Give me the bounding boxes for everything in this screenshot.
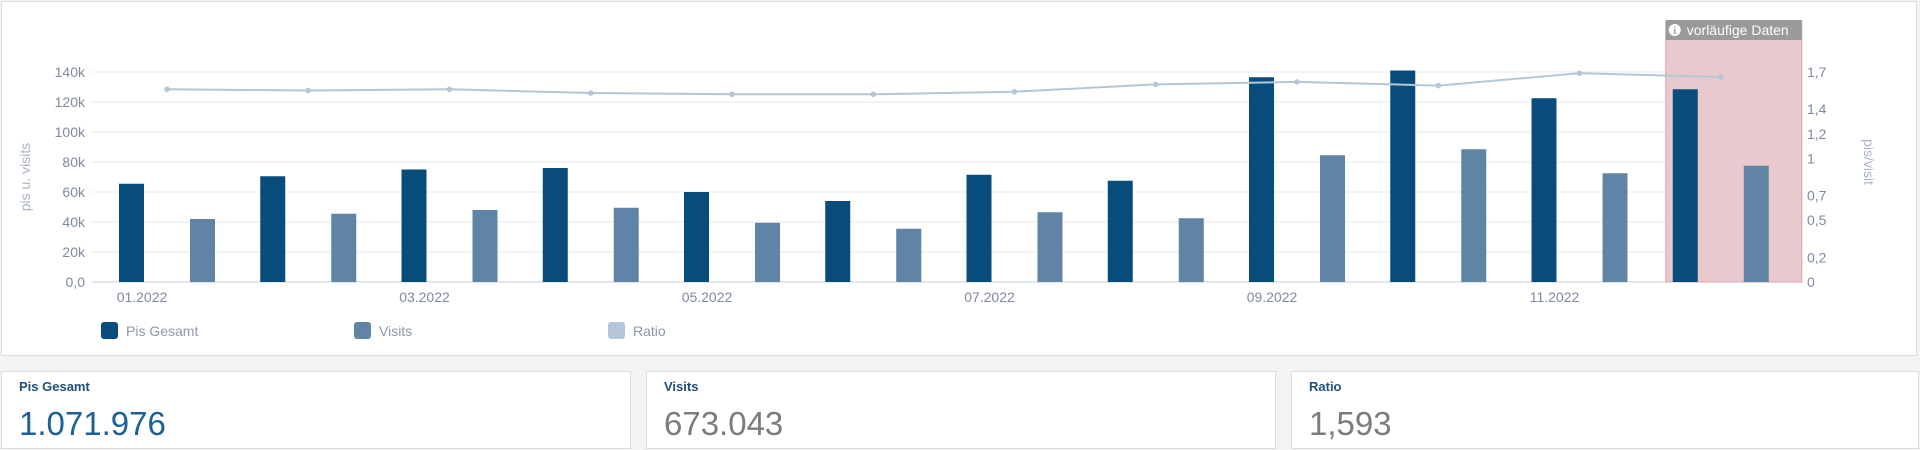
chart-panel: i vorläufige Daten 0,0 20k 40k 60k 80k 100k 120… <box>1 1 1917 356</box>
legend-swatch <box>608 322 625 339</box>
ratio-point <box>729 91 735 98</box>
y2-tick-label: 0,5 <box>1807 212 1827 228</box>
y-tick-label: 100k <box>55 124 86 140</box>
y2-tick-label: 1,7 <box>1807 64 1827 80</box>
axes: 0,0 20k 40k 60k 80k 100k 120k 140k 0 0,2 0,5 0,7 1 1,… <box>17 64 1877 305</box>
y-tick-label: 40k <box>62 214 86 230</box>
ratio-point <box>1294 79 1300 85</box>
bar-series <box>119 70 1769 282</box>
bar-pis-gesamt <box>825 201 851 282</box>
y-tick-label: 20k <box>62 244 86 260</box>
grid-lines <box>92 71 1787 283</box>
kpi-card-ratio: Ratio 1,593 <box>1291 371 1919 449</box>
ratio-point <box>1717 74 1724 80</box>
kpi-card-visits: Visits 673.043 <box>646 371 1276 449</box>
bar-visits <box>1037 212 1063 282</box>
y-tick-label: 120k <box>55 94 86 110</box>
bar-pis-gesamt <box>542 168 568 282</box>
y2-axis-title: pis/visit <box>1861 139 1877 185</box>
info-icon-glyph: i <box>1673 26 1676 37</box>
bar-visits <box>896 228 922 282</box>
ratio-point <box>870 91 877 98</box>
legend-item-visits[interactable]: Visits <box>354 322 412 339</box>
y-axis-title: pis u. visits <box>17 143 33 211</box>
kpi-card-pis-gesamt: Pis Gesamt 1.071.976 <box>1 371 631 449</box>
kpi-title: Pis Gesamt <box>19 379 90 394</box>
bar-pis-gesamt <box>260 176 286 282</box>
y-tick-label: 0,0 <box>66 274 86 290</box>
ratio-line-series <box>164 70 1724 98</box>
combo-chart: i vorläufige Daten 0,0 20k 40k 60k 80k 100k 120… <box>17 20 1877 305</box>
y-tick-label: 80k <box>62 154 86 170</box>
ratio-point <box>164 86 170 93</box>
bar-pis-gesamt <box>1249 77 1274 282</box>
x-tick-label: 03.2022 <box>399 289 450 305</box>
y2-tick-label: 0,2 <box>1807 249 1827 265</box>
info-icon <box>1668 24 1681 36</box>
bar-visits <box>472 210 498 282</box>
y2-tick-label: 1 <box>1807 150 1815 166</box>
y2-tick-label: 0 <box>1807 274 1815 290</box>
y-tick-label: 60k <box>62 184 86 200</box>
kpi-value: 1,593 <box>1309 405 1392 442</box>
bar-pis-gesamt <box>401 169 427 282</box>
bar-visits <box>190 219 215 282</box>
ratio-point <box>305 87 312 94</box>
bar-visits <box>1320 155 1345 282</box>
ratio-point <box>1152 81 1159 88</box>
y2-tick-label: 1,2 <box>1807 126 1827 142</box>
ratio-point <box>1576 70 1583 77</box>
x-tick-label: 11.2022 <box>1530 289 1580 305</box>
highlight-label: vorläufige Daten <box>1687 22 1789 38</box>
bar-visits <box>331 213 357 282</box>
bar-visits <box>1178 218 1204 282</box>
bar-visits <box>1461 149 1487 282</box>
legend-item-ratio[interactable]: Ratio <box>608 322 666 339</box>
bar-pis-gesamt <box>1390 70 1416 282</box>
bar-pis-gesamt <box>966 174 992 282</box>
x-tick-label: 01.2022 <box>117 289 168 305</box>
legend-label: Ratio <box>633 322 666 339</box>
x-tick-label: 05.2022 <box>682 289 733 305</box>
ratio-point <box>1011 88 1018 95</box>
bar-visits <box>613 207 639 282</box>
bar-pis-gesamt <box>1531 98 1557 282</box>
ratio-point <box>1435 82 1442 89</box>
y2-tick-label: 0,7 <box>1807 188 1827 204</box>
bar-pis-gesamt <box>1672 89 1698 282</box>
bar-visits <box>755 222 780 282</box>
bar-pis-gesamt <box>684 192 709 282</box>
bar-pis-gesamt <box>119 183 144 282</box>
y2-tick-label: 1,4 <box>1807 101 1827 117</box>
bar-visits <box>1602 173 1628 282</box>
x-tick-label: 09.2022 <box>1247 289 1298 305</box>
bar-pis-gesamt <box>1107 180 1133 282</box>
ratio-point <box>446 86 453 93</box>
legend-item-pis-gesamt[interactable]: Pis Gesamt <box>101 322 198 339</box>
kpi-title: Visits <box>664 379 699 394</box>
y-tick-label: 140k <box>55 64 86 80</box>
legend-label: Pis Gesamt <box>126 322 199 339</box>
x-tick-label: 07.2022 <box>964 289 1015 305</box>
highlight-header <box>1665 20 1802 40</box>
kpi-value: 673.043 <box>664 405 784 442</box>
kpi-value: 1.071.976 <box>19 405 166 442</box>
ratio-point <box>587 90 594 96</box>
legend-swatch <box>101 322 118 339</box>
legend-swatch <box>354 322 371 339</box>
legend-label: Visits <box>379 322 413 339</box>
ratio-line <box>166 72 1721 96</box>
bar-visits <box>1743 165 1769 282</box>
kpi-title: Ratio <box>1309 379 1342 394</box>
